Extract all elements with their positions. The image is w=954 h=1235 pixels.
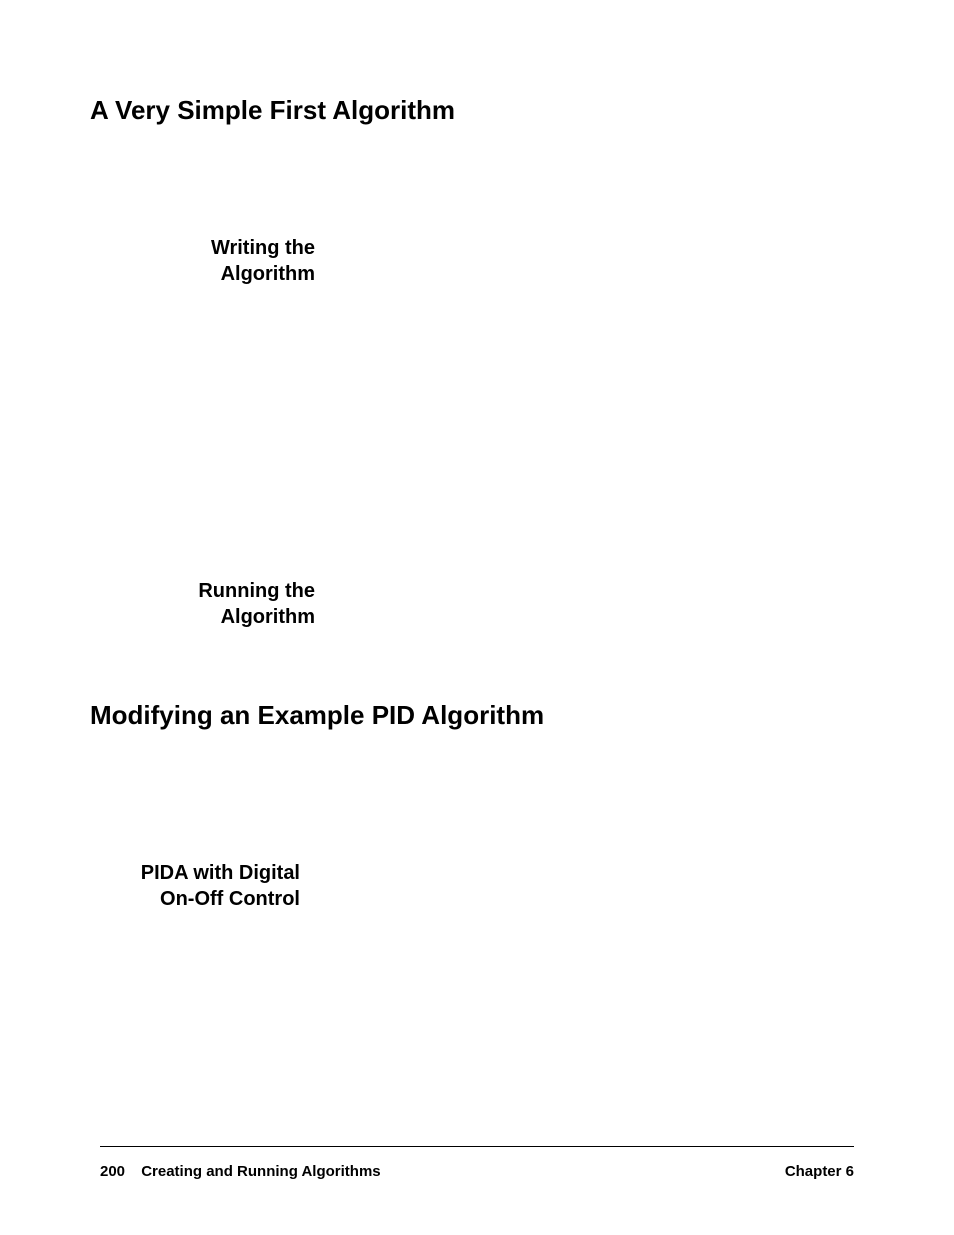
chapter-label: Chapter 6 bbox=[785, 1163, 854, 1180]
page-footer: 200 Creating and Running Algorithms Chap… bbox=[100, 1146, 854, 1180]
subsection-line-2: Algorithm bbox=[221, 263, 315, 285]
subsection-line-2: Algorithm bbox=[221, 606, 315, 628]
subsection-line-1: Writing the bbox=[211, 237, 315, 259]
subsection-pida: PIDA with Digital On-Off Control bbox=[90, 860, 300, 912]
page-number: 200 bbox=[100, 1163, 125, 1180]
subsection-line-1: Running the bbox=[198, 580, 315, 602]
subsection-heading: Writing the Algorithm bbox=[90, 235, 315, 287]
subsection-heading: PIDA with Digital On-Off Control bbox=[90, 860, 300, 912]
footer-right: Chapter 6 bbox=[785, 1163, 854, 1180]
page-body: A Very Simple First Algorithm Writing th… bbox=[0, 0, 954, 1235]
section-heading-2: Modifying an Example PID Algorithm bbox=[90, 700, 544, 731]
section-heading-1: A Very Simple First Algorithm bbox=[90, 95, 864, 126]
subsection-heading: Running the Algorithm bbox=[90, 578, 315, 630]
chapter-title: Creating and Running Algorithms bbox=[141, 1163, 380, 1180]
subsection-line-2: On-Off Control bbox=[160, 888, 300, 910]
footer-left: 200 Creating and Running Algorithms bbox=[100, 1163, 381, 1180]
subsection-running: Running the Algorithm bbox=[90, 578, 315, 630]
subsection-line-1: PIDA with Digital bbox=[141, 862, 300, 884]
subsection-writing: Writing the Algorithm bbox=[90, 235, 315, 287]
